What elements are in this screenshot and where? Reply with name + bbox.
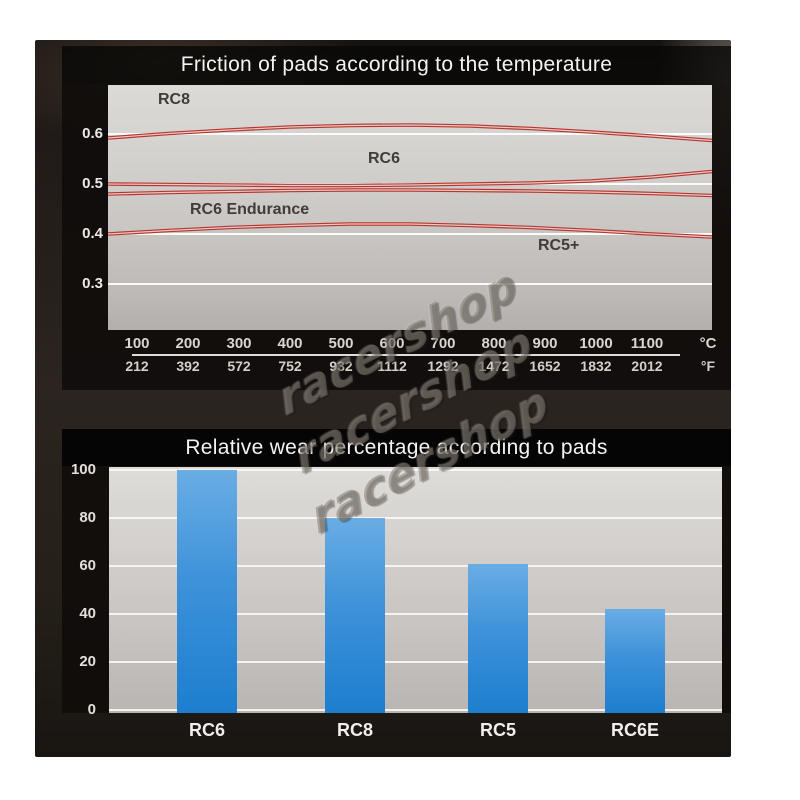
gridline <box>109 613 722 615</box>
x-tick-label: 1652 <box>529 358 561 374</box>
celsius-unit-label: °C <box>699 335 717 352</box>
series-line-1 <box>108 170 712 187</box>
y-tick-label: 0 <box>87 701 96 718</box>
fahrenheit-unit-label: °F <box>700 358 716 374</box>
series-label: RC8 <box>158 91 191 108</box>
gridline <box>109 469 722 471</box>
gridline <box>109 517 722 519</box>
temp-axis-divider <box>132 354 680 356</box>
bar-category-label: RC6E <box>610 720 659 740</box>
series-label: RC6 <box>368 150 401 167</box>
y-tick-label: 0.3 <box>82 275 103 292</box>
series-label: RC6 Endurance <box>190 201 310 218</box>
x-tick-label: 932 <box>329 358 353 374</box>
friction-plot: RC8 RC6 RC6 Endurance RC5+ <box>108 85 712 330</box>
x-tick-label: 392 <box>176 358 200 374</box>
y-tick-label: 20 <box>79 653 96 670</box>
wear-bar-RC6 <box>177 470 237 713</box>
series-line-0 <box>108 124 712 142</box>
x-tick-label: 300 <box>226 335 252 352</box>
gridline <box>109 661 722 663</box>
x-tick-label: 900 <box>532 335 558 352</box>
gridline <box>109 709 722 711</box>
temp-axis-fahrenheit-row: 212 392 572 752 932 1112 1292 1472 1652 1832 2012 <box>108 358 712 375</box>
x-tick-label: 700 <box>430 335 456 352</box>
wear-bar-RC8 <box>325 518 385 713</box>
x-tick-label: 1112 <box>377 358 407 374</box>
x-tick-label: 200 <box>175 335 201 352</box>
x-tick-label: 2012 <box>631 358 663 374</box>
series-line-2 <box>108 189 712 197</box>
y-tick-label: 0.6 <box>82 125 103 142</box>
x-tick-label: 400 <box>277 335 303 352</box>
series-line-0 <box>108 123 712 143</box>
x-tick-label: 1472 <box>478 358 510 374</box>
y-tick-label: 40 <box>79 605 96 622</box>
friction-lines-svg <box>108 123 712 285</box>
x-tick-label: 1000 <box>579 335 613 352</box>
x-tick-label: 600 <box>379 335 405 352</box>
x-tick-label: 100 <box>124 335 150 352</box>
y-tick-label: 60 <box>79 557 96 574</box>
x-tick-label: 1100 <box>630 335 664 352</box>
x-tick-label: 572 <box>227 358 251 374</box>
x-tick-label: 752 <box>278 358 302 374</box>
temp-axis-celsius-row: 100 200 300 400 500 600 700 800 900 1000 1100 <box>108 335 712 352</box>
y-tick-label: 80 <box>79 509 96 526</box>
wear-bar-RC5 <box>468 563 528 713</box>
x-tick-label: 1292 <box>427 358 459 374</box>
bar-category-label: RC8 <box>336 720 373 740</box>
x-tick-label: 800 <box>481 335 507 352</box>
wear-plot <box>109 467 722 713</box>
series-label: RC5+ <box>538 237 580 254</box>
series-line-3 <box>108 222 712 239</box>
bar-category-label: RC5 <box>479 720 516 740</box>
wear-bar-RC6E <box>605 609 665 713</box>
x-tick-label: 500 <box>328 335 354 352</box>
friction-chart-title: Friction of pads according to the temper… <box>62 46 731 84</box>
x-tick-label: 212 <box>125 358 149 374</box>
y-tick-label: 0.4 <box>82 225 103 242</box>
y-tick-label: 0.5 <box>82 175 103 192</box>
series-line-3 <box>108 223 712 238</box>
wear-chart-title: Relative wear percentage according to pa… <box>62 429 731 466</box>
x-tick-label: 1832 <box>580 358 612 374</box>
bar-category-label: RC6 <box>188 720 225 740</box>
y-tick-label: 100 <box>70 461 96 478</box>
gridline <box>109 565 722 567</box>
